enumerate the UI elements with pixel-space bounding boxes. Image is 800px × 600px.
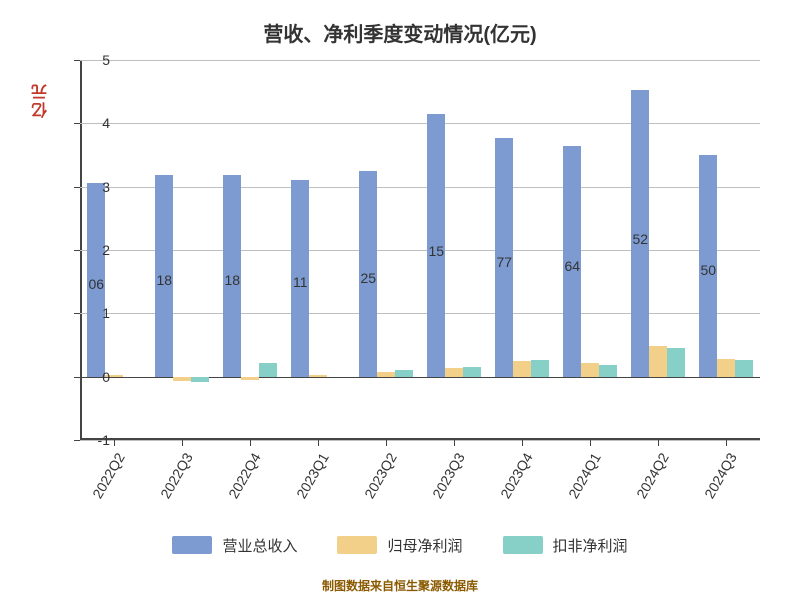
bar-value-label: 11 bbox=[293, 274, 308, 290]
bar-value-label: 18 bbox=[225, 272, 241, 288]
xtick-label: 2023Q4 bbox=[497, 450, 536, 501]
legend-label: 归母净利润 bbox=[387, 535, 462, 556]
grid-line bbox=[80, 60, 760, 61]
xtick-label: 2023Q1 bbox=[293, 450, 332, 501]
ytick-label: 2 bbox=[80, 242, 110, 258]
legend-item: 扣非净利润 bbox=[503, 535, 628, 556]
legend-label: 扣非净利润 bbox=[553, 535, 628, 556]
xtick-label: 2024Q2 bbox=[633, 450, 672, 501]
xtick-mark bbox=[726, 440, 727, 446]
bar bbox=[531, 360, 549, 377]
bar bbox=[735, 360, 753, 377]
bar-value-label: 64 bbox=[565, 258, 581, 274]
y-axis-label: 亿元 bbox=[30, 82, 54, 118]
xtick-mark bbox=[386, 440, 387, 446]
ytick-label: 3 bbox=[80, 179, 110, 195]
xtick-label: 2024Q1 bbox=[565, 450, 604, 501]
bar-value-label: 18 bbox=[157, 272, 173, 288]
xtick-mark bbox=[522, 440, 523, 446]
grid-line bbox=[80, 313, 760, 314]
bar-value-label: 25 bbox=[361, 270, 377, 286]
bar bbox=[377, 372, 395, 376]
xtick-mark bbox=[182, 440, 183, 446]
chart-container: 营收、净利季度变动情况(亿元) 亿元 06181811251577645250 … bbox=[0, 0, 800, 600]
source-note: 制图数据来自恒生聚源数据库 bbox=[0, 577, 800, 594]
bar bbox=[259, 363, 277, 377]
ytick-label: 0 bbox=[80, 369, 110, 385]
bar bbox=[717, 359, 735, 377]
grid-line bbox=[80, 250, 760, 251]
bar bbox=[463, 367, 481, 377]
bar-value-label: 15 bbox=[429, 243, 445, 259]
xtick-mark bbox=[114, 440, 115, 446]
xtick-mark bbox=[590, 440, 591, 446]
bar bbox=[445, 368, 463, 376]
bar bbox=[581, 363, 599, 377]
ytick-label: 1 bbox=[80, 305, 110, 321]
bar bbox=[173, 377, 191, 381]
bar bbox=[191, 377, 209, 382]
bar-value-label: 52 bbox=[633, 231, 649, 247]
bar bbox=[241, 377, 259, 380]
xtick-mark bbox=[658, 440, 659, 446]
xtick-mark bbox=[250, 440, 251, 446]
bar bbox=[667, 348, 685, 377]
bar bbox=[513, 361, 531, 376]
grid-line bbox=[80, 187, 760, 188]
xtick-label: 2022Q4 bbox=[225, 450, 264, 501]
xtick-label: 2022Q2 bbox=[89, 450, 128, 501]
legend-item: 营业总收入 bbox=[172, 535, 297, 556]
legend-swatch bbox=[337, 536, 377, 554]
chart-title: 营收、净利季度变动情况(亿元) bbox=[0, 18, 800, 47]
plot-area: 06 18 18 11 25 15 77 64 52 50 bbox=[80, 60, 760, 440]
xtick-label: 2022Q3 bbox=[157, 450, 196, 501]
ytick-label: -1 bbox=[80, 432, 110, 448]
legend-swatch bbox=[172, 536, 212, 554]
xtick-label: 2023Q3 bbox=[429, 450, 468, 501]
legend: 营业总收入 归母净利润 扣非净利润 bbox=[0, 530, 800, 560]
bar-value-label: 06 bbox=[89, 276, 105, 292]
grid-line bbox=[80, 123, 760, 124]
xtick-mark bbox=[318, 440, 319, 446]
legend-label: 营业总收入 bbox=[222, 535, 297, 556]
bar-value-label: 77 bbox=[497, 254, 513, 270]
ytick-label: 5 bbox=[80, 52, 110, 68]
bar bbox=[599, 365, 617, 377]
ytick-label: 4 bbox=[80, 115, 110, 131]
xtick-mark bbox=[454, 440, 455, 446]
bar bbox=[309, 375, 327, 377]
bar bbox=[395, 370, 413, 376]
xtick-label: 2023Q2 bbox=[361, 450, 400, 501]
bar bbox=[649, 346, 667, 377]
xtick-label: 2024Q3 bbox=[701, 450, 740, 501]
legend-item: 归母净利润 bbox=[337, 535, 462, 556]
legend-swatch bbox=[503, 536, 543, 554]
bar-value-label: 50 bbox=[701, 262, 717, 278]
